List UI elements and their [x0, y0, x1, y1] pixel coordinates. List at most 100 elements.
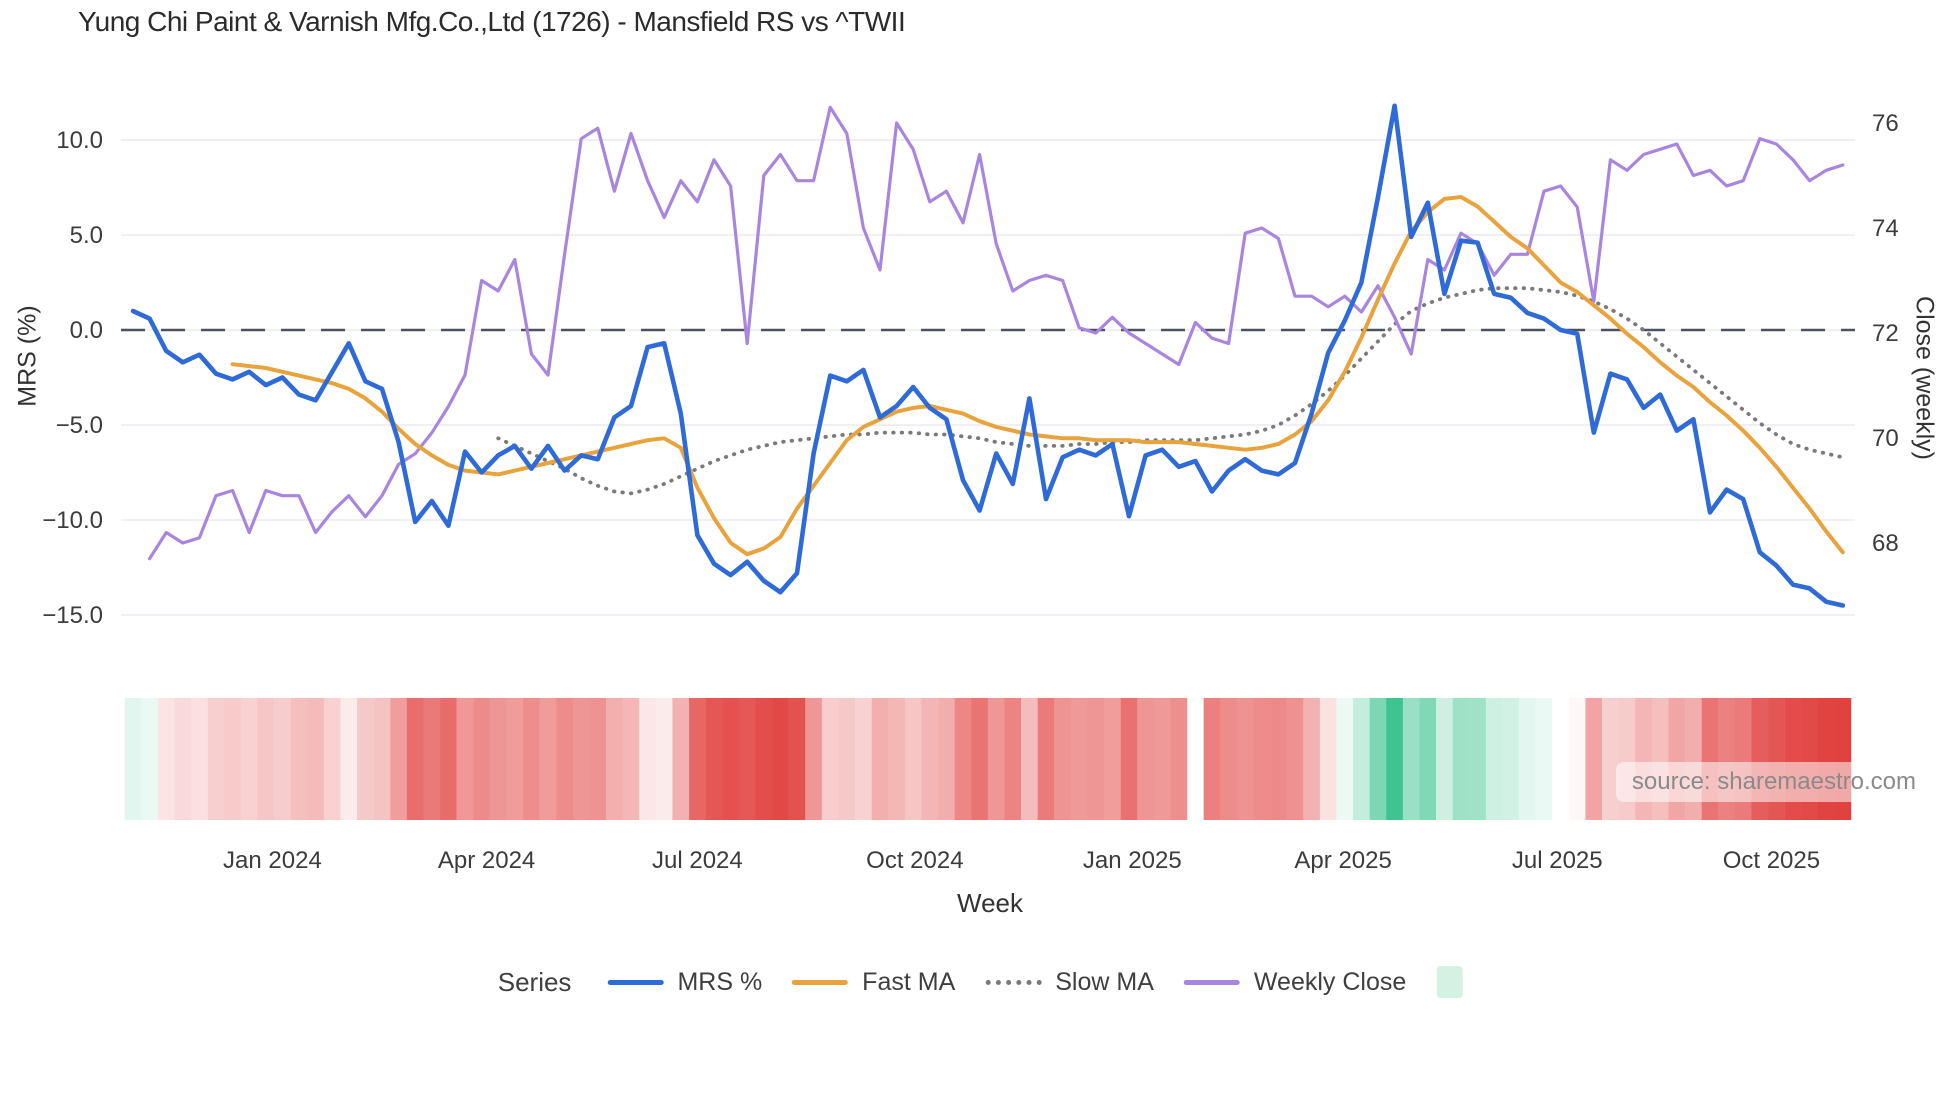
heatmap-cell — [1054, 698, 1072, 820]
left-axis-tick: 5.0 — [70, 222, 103, 249]
left-axis-title: MRS (%) — [13, 305, 42, 407]
heatmap-cell — [1386, 698, 1404, 820]
heatmap-cell — [523, 698, 540, 820]
legend-item-label: Fast MA — [862, 967, 956, 996]
heatmap-cell — [738, 698, 756, 820]
heatmap-cell — [1253, 698, 1271, 820]
heatmap-cell — [1469, 698, 1487, 820]
heatmap-cell — [572, 698, 590, 820]
heatmap-cell — [722, 698, 740, 820]
heatmap-cell — [888, 698, 906, 820]
heatmap-cell — [1270, 698, 1287, 820]
heatmap-cell — [390, 698, 408, 820]
heatmap-cell — [855, 698, 872, 820]
heatmap-cell — [788, 698, 806, 820]
heatmap-cell — [1485, 698, 1503, 820]
heatmap-cell — [373, 698, 391, 820]
heatmap-cell — [340, 698, 358, 820]
heatmap-cell — [489, 698, 507, 820]
heatmap-cell — [805, 698, 823, 820]
legend-item-slow-ma[interactable]: Slow MA — [985, 968, 1154, 997]
heatmap-cell — [506, 698, 524, 820]
heatmap-cell — [1203, 698, 1221, 820]
series-line-mrs — [130, 103, 1846, 608]
heatmap-cell — [606, 698, 623, 820]
heatmap-cell — [240, 698, 258, 820]
heatmap-cell — [1037, 698, 1055, 820]
heatmap-cell — [1353, 698, 1370, 820]
heatmap-cell — [987, 698, 1005, 820]
heatmap-cell — [1419, 698, 1437, 820]
heatmap-cell — [1286, 698, 1304, 820]
heatmap-cell — [1070, 698, 1088, 820]
heatmap-cell — [141, 698, 159, 820]
left-axis-tick: −5.0 — [56, 412, 103, 439]
heatmap-cell — [1104, 698, 1121, 820]
x-axis-tick: Oct 2024 — [866, 847, 963, 874]
legend-item-label: MRS % — [677, 967, 763, 996]
x-axis-tick: Jul 2024 — [652, 847, 743, 874]
heatmap-cell — [871, 698, 889, 820]
series-line-weekly-close — [148, 105, 1845, 561]
heatmap-cell — [1236, 698, 1254, 820]
heatmap-cell — [1436, 698, 1453, 820]
heatmap-cell — [473, 698, 491, 820]
heatmap-cell — [307, 698, 325, 820]
chart-title: Yung Chi Paint & Varnish Mfg.Co.,Ltd (17… — [78, 6, 906, 37]
heatmap-cell — [1303, 698, 1321, 820]
heatmap-cell — [622, 698, 640, 820]
heatmap-cell — [124, 698, 142, 820]
legend-item-fast-ma[interactable]: Fast MA — [792, 968, 955, 997]
heatmap-cell — [357, 698, 374, 820]
heatmap-cell — [274, 698, 291, 820]
heatmap-cell — [672, 698, 690, 820]
legend-item-mrs[interactable]: MRS % — [607, 968, 762, 997]
left-axis-tick: 10.0 — [56, 127, 103, 154]
heatmap-cell — [1535, 698, 1553, 820]
heatmap-cell — [1369, 698, 1387, 820]
heatmap-cell — [921, 698, 939, 820]
x-axis-tick: Jan 2024 — [223, 847, 322, 874]
heatmap-cell — [904, 698, 922, 820]
heatmap-cell — [689, 698, 706, 820]
right-axis-tick: 76 — [1872, 110, 1899, 137]
heatmap-cell — [639, 698, 657, 820]
series-line-slow-ma — [496, 286, 1845, 496]
right-axis-tick: 70 — [1872, 425, 1899, 452]
fast-ma-line-swatch — [792, 979, 849, 985]
heatmap-cell — [1087, 698, 1105, 820]
x-axis-tick: Apr 2024 — [438, 847, 535, 874]
heatmap-cell — [1502, 698, 1520, 820]
heatmap-cell — [157, 698, 175, 820]
heatmap-cell — [406, 698, 424, 820]
left-axis-tick: −15.0 — [42, 602, 103, 629]
legend-item-label: Weekly Close — [1253, 967, 1407, 996]
heatmap-cell — [954, 698, 972, 820]
heatmap-cell — [1120, 698, 1138, 820]
heatmap-cell — [1153, 698, 1171, 820]
weekly-close-line-swatch — [1183, 979, 1240, 985]
right-axis-tick: 72 — [1872, 320, 1899, 347]
heatmap-cell — [1319, 698, 1337, 820]
heatmap-cell — [1004, 698, 1022, 820]
heatmap-cell — [1336, 698, 1354, 820]
heatmap-cell — [755, 698, 773, 820]
heatmap-cell — [191, 698, 208, 820]
right-axis-title: Close (weekly) — [1910, 296, 1939, 460]
heatmap-cell — [539, 698, 557, 820]
heatmap-cell — [772, 698, 789, 820]
heatmap-cell — [323, 698, 341, 820]
heatmap-cell — [1021, 698, 1038, 820]
legend: Series MRS % Fast MA Slow MA Weekly Close — [498, 966, 1463, 998]
heatmap-cell — [821, 698, 839, 820]
heatmap-cell — [257, 698, 275, 820]
x-axis-tick: Jul 2025 — [1512, 847, 1603, 874]
heatmap-cell — [174, 698, 192, 820]
heatmap-cell — [1220, 698, 1238, 820]
legend-item-weekly-close[interactable]: Weekly Close — [1183, 967, 1407, 997]
legend-title: Series — [497, 966, 572, 997]
heatmap-cell — [556, 698, 574, 820]
heatmap-cell — [655, 698, 673, 820]
heatmap-cell — [440, 698, 457, 820]
